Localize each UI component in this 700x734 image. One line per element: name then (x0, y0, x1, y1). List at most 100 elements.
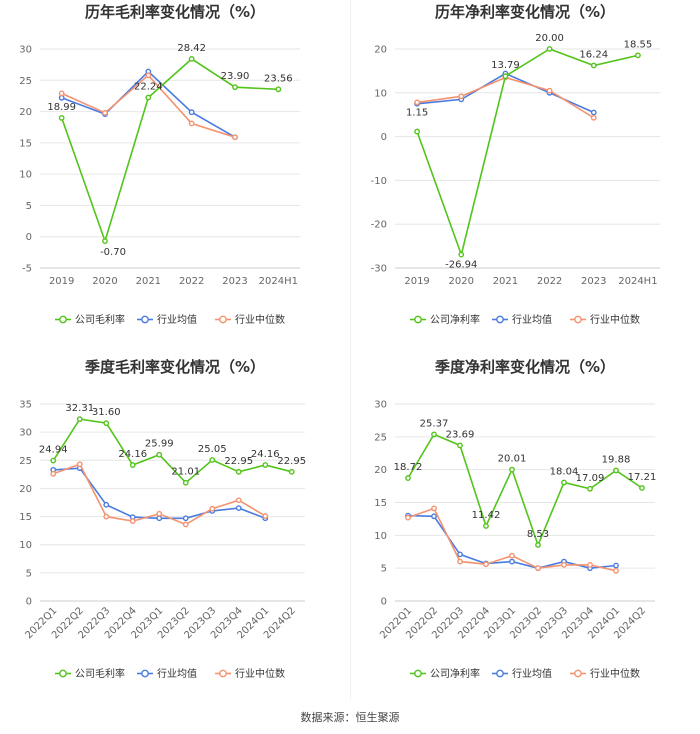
legend-marker-avg (141, 315, 149, 324)
data-point-median (587, 561, 593, 568)
data-point-company (102, 238, 108, 244)
data-label: 28.42 (177, 43, 206, 54)
x-tick-label: 2019 (404, 276, 429, 287)
data-point-avg (156, 515, 163, 522)
y-tick-label: 15 (19, 138, 32, 149)
y-tick-label: 30 (374, 400, 387, 411)
data-label: 11.42 (472, 510, 501, 521)
data-label: 22.95 (224, 456, 253, 467)
data-point-median (76, 461, 83, 468)
data-label: 16.24 (579, 49, 608, 60)
y-tick-label: 25 (19, 456, 32, 467)
data-point-company (103, 420, 110, 427)
data-point-median (561, 561, 567, 568)
data-point-company (502, 73, 509, 80)
x-tick-label: 2024H1 (618, 276, 657, 287)
y-tick-label: 20 (19, 107, 32, 118)
y-tick-label: 30 (19, 428, 32, 439)
data-point-avg (182, 515, 189, 522)
data-point-median (546, 87, 553, 94)
x-tick-label: 2020 (449, 276, 474, 287)
legend-marker-median (219, 669, 227, 678)
quarterly-gross-margin-svg: 季度毛利率变化情况（%）051015202530352022Q12022Q220… (19, 358, 306, 680)
chart-title: 季度毛利率变化情况（%） (85, 358, 265, 376)
quarterly-net-margin-svg: 季度净利率变化情况（%）0510152025302022Q12022Q22022… (374, 358, 657, 680)
y-tick-label: 10 (19, 540, 32, 551)
legend-label-median: 行业中位数 (590, 313, 640, 326)
data-point-median (431, 505, 437, 512)
data-label: 25.05 (198, 444, 227, 455)
annual-gross-margin-chart: 历年毛利率变化情况（%） -5 0 5 10 15 20 25 30 2019 2020 2021 20… (0, 0, 350, 350)
legend-label-median: 行业中位数 (235, 313, 285, 326)
data-point-company (232, 84, 238, 91)
y-tick-label: -5 (22, 264, 32, 275)
data-label: 18.55 (624, 39, 653, 50)
data-point-avg (457, 551, 463, 558)
data-point-median (182, 521, 189, 528)
data-point-median (414, 99, 420, 106)
data-point-company (235, 468, 242, 475)
data-label: 17.21 (628, 472, 657, 483)
legend-marker-median (219, 315, 227, 324)
data-point-avg (613, 562, 619, 569)
data-point-median (405, 514, 411, 521)
legend-label-avg: 行业均值 (512, 667, 552, 680)
y-tick-label: -20 (371, 220, 387, 231)
data-point-median (509, 552, 515, 559)
data-label: 18.99 (47, 102, 76, 113)
data-point-median (145, 72, 152, 79)
annual-net-margin-svg: 历年净利率变化情况（%） -30 -20 -10 0 10 20 2019 2020 2021 20… (371, 3, 660, 326)
legend-marker-company (59, 315, 67, 324)
data-point-median (156, 510, 163, 517)
chart-title: 历年毛利率变化情况（%） (85, 3, 265, 21)
y-tick-label: -10 (371, 176, 387, 187)
data-point-median (188, 120, 195, 127)
data-label: 20.00 (535, 33, 564, 44)
data-point-company (58, 114, 65, 121)
x-tick-label: 2023 (222, 276, 247, 287)
data-point-company (50, 457, 57, 464)
chart-title: 历年净利率变化情况（%） (435, 3, 615, 21)
legend-label-company: 公司毛利率 (75, 667, 125, 680)
data-label: 25.99 (145, 439, 174, 450)
data-point-avg (431, 513, 437, 520)
data-point-company (405, 475, 411, 481)
legend-marker-avg (141, 669, 149, 678)
data-label: 8.53 (527, 529, 549, 540)
legend-marker-avg (496, 315, 504, 324)
legend-label-company: 公司毛利率 (75, 313, 125, 326)
data-point-median (590, 114, 597, 121)
y-tick-label: 5 (26, 568, 32, 579)
data-label: 18.72 (394, 462, 423, 473)
y-tick-label: 10 (374, 88, 387, 99)
data-label: -0.70 (100, 247, 126, 258)
data-point-avg (103, 501, 110, 508)
x-tick-label: 2023 (581, 276, 606, 287)
x-tick-label: 2022 (179, 276, 204, 287)
data-point-company (457, 442, 463, 449)
data-source: 数据来源：恒生聚源 (300, 711, 400, 724)
data-point-company (587, 485, 593, 492)
y-tick-label: 10 (19, 170, 32, 181)
data-label: -26.94 (445, 260, 477, 271)
y-tick-label: 15 (374, 498, 387, 509)
data-label: 24.16 (251, 449, 280, 460)
y-tick-label: 35 (19, 400, 32, 411)
legend-marker-company (414, 669, 422, 678)
data-point-company (275, 86, 282, 93)
series-line-company (60, 57, 279, 244)
data-point-company (288, 468, 295, 475)
data-point-median (58, 90, 65, 97)
data-point-median (262, 513, 269, 519)
x-tick-label: 2021 (136, 276, 161, 287)
data-point-median (458, 93, 465, 100)
legend-label-avg: 行业均值 (157, 313, 197, 326)
data-label: 25.37 (420, 418, 449, 429)
y-tick-label: 15 (19, 512, 32, 523)
data-label: 1.15 (406, 108, 428, 119)
data-point-median (103, 513, 110, 520)
legend-label-avg: 行业均值 (512, 313, 552, 326)
data-label: 20.01 (498, 454, 527, 465)
data-label: 23.90 (221, 71, 250, 82)
data-point-company (145, 94, 152, 101)
